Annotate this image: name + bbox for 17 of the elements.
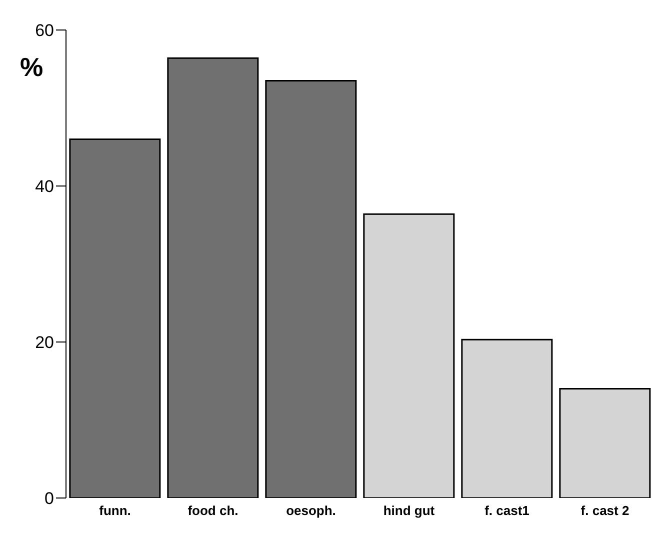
y-tick-label: 40 (35, 177, 54, 196)
x-tick-label: funn. (99, 503, 131, 518)
y-tick-label: 20 (35, 333, 54, 352)
y-tick-label: 0 (44, 489, 54, 508)
x-tick-label: oesoph. (286, 503, 336, 518)
bar (559, 388, 651, 498)
x-tick-label: f. cast1 (484, 503, 530, 518)
y-axis-title: % (20, 52, 44, 83)
bar (461, 338, 553, 498)
x-tick-label: f. cast 2 (580, 503, 630, 518)
y-tick-label: 60 (35, 21, 54, 40)
bar (69, 138, 161, 498)
x-tick-label: hind gut (383, 503, 436, 518)
x-tick-label: food ch. (188, 503, 238, 518)
bar (167, 57, 259, 498)
bar (265, 80, 357, 498)
bar (363, 213, 455, 498)
